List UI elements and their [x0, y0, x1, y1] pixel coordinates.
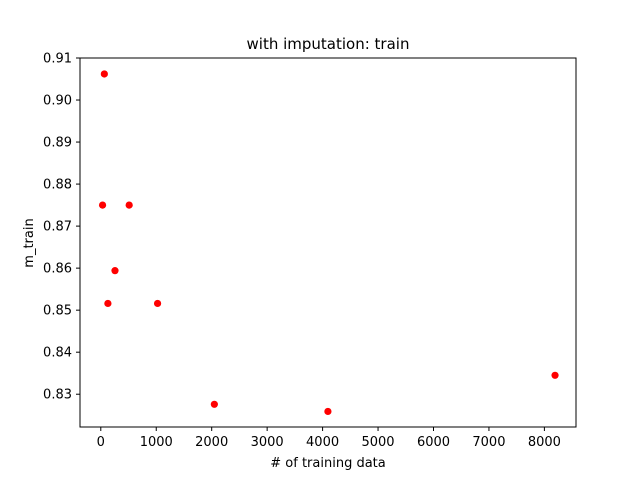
- y-tick-label: 0.89: [43, 136, 72, 151]
- y-axis-ticks: 0.83 0.84 0.85 0.86 0.87 0.88 0.89 0.90 0.91: [43, 52, 80, 403]
- x-tick-label: 7000: [472, 435, 505, 450]
- scatter-point: [98, 201, 107, 209]
- scatter-point: [210, 400, 218, 408]
- y-tick-label: 0.85: [43, 304, 72, 319]
- x-axis-label: # of training data: [270, 456, 385, 471]
- x-tick-label: 5000: [361, 435, 394, 450]
- scatter-point: [100, 70, 108, 78]
- x-tick-label: 4000: [306, 435, 339, 450]
- x-tick-label: 1000: [140, 435, 173, 450]
- scatter-point: [153, 299, 162, 308]
- x-tick-label: 0: [97, 435, 105, 450]
- scatter-point: [111, 267, 119, 275]
- x-tick-label: 6000: [417, 435, 450, 450]
- scatter-point: [551, 371, 559, 379]
- y-axis-label: m_train: [22, 218, 37, 267]
- y-tick-label: 0.86: [43, 262, 72, 277]
- x-tick-label: 2000: [195, 435, 228, 450]
- plot-frame: [79, 57, 577, 428]
- scatter-point: [125, 201, 133, 209]
- y-tick-label: 0.87: [43, 220, 72, 235]
- y-tick-label: 0.83: [43, 388, 72, 403]
- y-tick-label: 0.90: [43, 94, 72, 109]
- chart-title: with imputation: train: [247, 35, 410, 53]
- y-tick-label: 0.88: [43, 178, 72, 193]
- scatter-point: [104, 299, 112, 308]
- data-points: [98, 70, 559, 416]
- y-tick-label: 0.84: [43, 346, 72, 361]
- x-tick-label: 3000: [251, 435, 284, 450]
- x-axis-ticks: 0 1000 2000 3000 4000 5000 6000 7000 8000: [97, 427, 561, 450]
- y-tick-label: 0.91: [43, 52, 72, 67]
- scatter-point: [324, 407, 332, 416]
- x-tick-label: 8000: [528, 435, 561, 450]
